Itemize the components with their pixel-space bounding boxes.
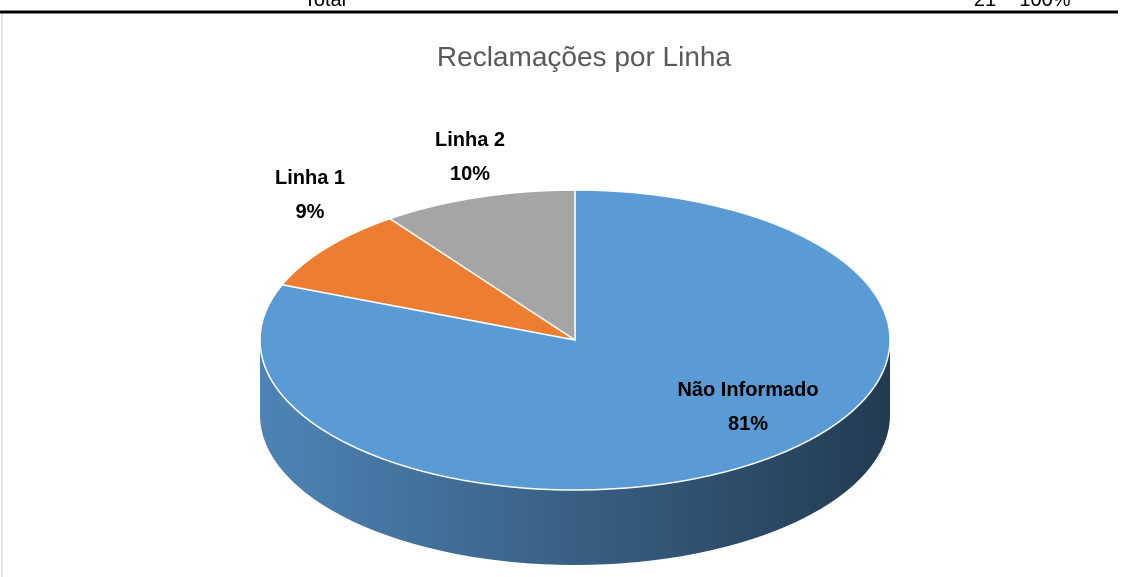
slice [280, 217, 576, 341]
slice-label: Linha 1 [275, 167, 345, 189]
slice [259, 189, 891, 491]
side-shade [260, 340, 890, 565]
header-cell: 21 [974, 0, 996, 11]
slice-label: Não Informado [677, 379, 818, 401]
slice-value: 81% [728, 413, 768, 435]
slice-label: Linha 2 [435, 129, 505, 151]
header-cell: 100% [1019, 0, 1070, 11]
slice [388, 189, 576, 342]
slice-value: 9% [296, 201, 325, 223]
slice-value: 10% [450, 163, 490, 185]
chart-title: Reclamações por Linha [437, 41, 732, 72]
pie [259, 189, 891, 565]
header-cell: Total [304, 0, 346, 11]
